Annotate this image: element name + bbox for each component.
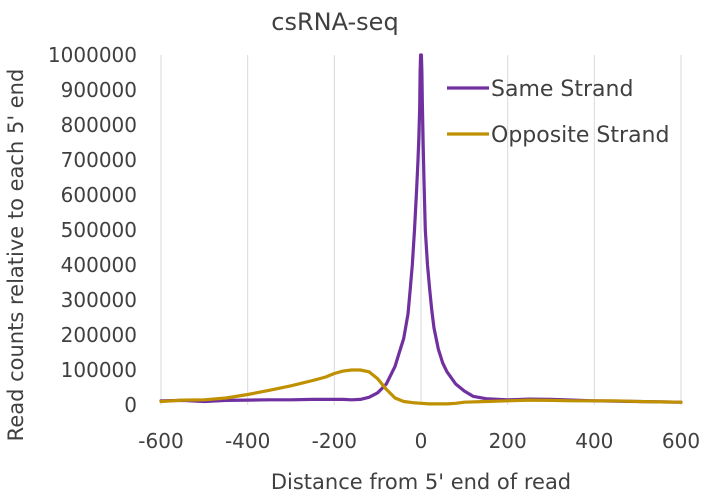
x-tick-label: 600 bbox=[662, 429, 700, 453]
y-tick-label: 1000000 bbox=[48, 43, 137, 67]
x-axis-title: Distance from 5' end of read bbox=[271, 470, 571, 494]
y-tick-label: 700000 bbox=[61, 148, 137, 172]
legend-label: Opposite Strand bbox=[491, 123, 669, 148]
y-tick-label: 200000 bbox=[61, 323, 137, 347]
legend-label: Same Strand bbox=[491, 77, 633, 102]
x-axis: -600 -400 -200 0 200 400 600 bbox=[138, 429, 700, 453]
y-tick-label: 500000 bbox=[61, 218, 137, 242]
x-tick-label: -400 bbox=[225, 429, 270, 453]
x-tick-label: 0 bbox=[415, 429, 428, 453]
y-tick-label: 600000 bbox=[61, 183, 137, 207]
x-tick-label: -200 bbox=[312, 429, 357, 453]
legend: Same Strand Opposite Strand bbox=[447, 77, 669, 148]
y-tick-label: 900000 bbox=[61, 78, 137, 102]
y-axis-title: Read counts relative to each 5' end bbox=[4, 69, 28, 442]
y-axis: 0 100000 200000 300000 400000 500000 600000 700… bbox=[48, 43, 137, 417]
y-tick-label: 0 bbox=[124, 393, 137, 417]
x-tick-label: -600 bbox=[138, 429, 183, 453]
chart-title: csRNA-seq bbox=[271, 8, 398, 36]
x-tick-label: 400 bbox=[575, 429, 613, 453]
y-tick-label: 400000 bbox=[61, 253, 137, 277]
series-group bbox=[159, 53, 683, 406]
y-tick-label: 800000 bbox=[61, 113, 137, 137]
y-tick-label: 300000 bbox=[61, 288, 137, 312]
series-line-same-strand bbox=[159, 53, 683, 404]
x-tick-label: 200 bbox=[489, 429, 527, 453]
y-tick-label: 100000 bbox=[61, 358, 137, 382]
series-line-opposite-strand bbox=[159, 368, 683, 406]
